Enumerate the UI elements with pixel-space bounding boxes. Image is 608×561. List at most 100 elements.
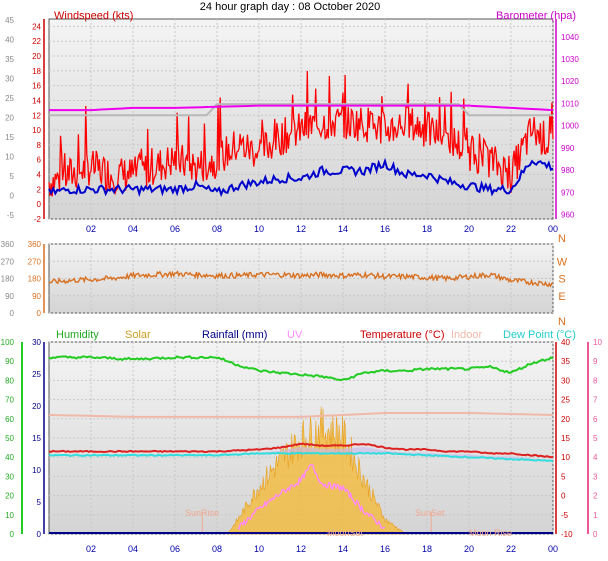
legend-temperature: Temperature (°C) (360, 329, 444, 341)
chart-title: 24 hour graph day : 08 October 2020 (200, 1, 380, 13)
wind-tick-label: 16 (32, 82, 41, 91)
uv-tick-label: 8 (593, 376, 598, 385)
wind-tick-label: 24 (32, 22, 41, 31)
barometer-tick-label: 1040 (561, 33, 579, 42)
outer-tick-label: -5 (7, 211, 15, 220)
rain-tick-label: 15 (32, 434, 41, 443)
barometer-tick-label: 1000 (561, 122, 579, 131)
series-windspeed (48, 70, 554, 197)
wind-tick-label: 4 (37, 171, 42, 180)
compass-label: W (557, 256, 568, 268)
outer-tick-label: 40 (5, 36, 14, 45)
temperature-tick-label: -10 (561, 530, 573, 539)
moonset-label: MoonSet (327, 528, 364, 538)
x-tick-label: 14 (338, 224, 348, 234)
sunset-label: SunSet (415, 508, 445, 518)
outer-tick-label: 30 (5, 75, 14, 84)
rain-tick-label: 25 (32, 370, 41, 379)
x-tick-label: 10 (254, 544, 264, 554)
compass-label: N (558, 233, 566, 245)
series-temp-band (49, 446, 553, 462)
temperature-tick-label: -5 (561, 511, 569, 520)
rain-tick-label: 30 (32, 338, 41, 347)
series-uv (237, 463, 386, 530)
temperature-tick-label: 0 (561, 492, 566, 501)
series-temperature (48, 442, 554, 459)
x-tick-label: 22 (506, 544, 516, 554)
x-tick-label: 12 (296, 544, 306, 554)
x-tick-label: 14 (338, 544, 348, 554)
compass-label: E (558, 291, 565, 303)
barometer-tick-label: 960 (561, 211, 575, 220)
x-tick-label: 12 (296, 224, 306, 234)
humidity-tick-label: 50 (5, 434, 14, 443)
wind-tick-label: 10 (32, 126, 41, 135)
uv-tick-label: 3 (593, 472, 598, 481)
wind-tick-label: 12 (32, 111, 41, 120)
outer-tick-label: 45 (5, 16, 14, 25)
wind-tick-label: 18 (32, 67, 41, 76)
series-wind-direction (48, 270, 554, 288)
x-tick-label: 18 (422, 224, 432, 234)
humidity-tick-label: 20 (5, 492, 14, 501)
compass-label: S (558, 274, 565, 286)
wind-tick-label: 20 (32, 52, 41, 61)
wind-tick-label: 6 (37, 156, 42, 165)
humidity-tick-label: 80 (5, 376, 14, 385)
x-tick-label: 16 (380, 544, 390, 554)
barometer-tick-label: 980 (561, 166, 575, 175)
legend-solar: Solar (125, 329, 151, 341)
series-dewpoint (48, 451, 554, 463)
uv-tick-label: 0 (593, 530, 598, 539)
x-tick-label: 16 (380, 224, 390, 234)
legend-uv: UV (287, 329, 303, 341)
uv-tick-label: 5 (593, 434, 598, 443)
legend-rainfall: Rainfall (mm) (202, 329, 267, 341)
barometer-tick-label: 1020 (561, 77, 579, 86)
temperature-tick-label: 35 (561, 357, 570, 366)
humidity-tick-label: 0 (10, 530, 15, 539)
barometer-tick-label: 1010 (561, 99, 579, 108)
rain-tick-label: 20 (32, 402, 41, 411)
humidity-tick-label: 60 (5, 415, 14, 424)
series-indoor (48, 412, 554, 418)
temperature-tick-label: 30 (561, 376, 570, 385)
x-tick-label: 02 (86, 544, 96, 554)
direction-tick-label: 0 (37, 309, 42, 318)
uv-tick-label: 9 (593, 357, 598, 366)
temperature-tick-label: 5 (561, 472, 566, 481)
sunrise-label: SunRise (185, 508, 219, 518)
wind-tick-label: 0 (37, 200, 42, 209)
rain-tick-label: 5 (37, 498, 42, 507)
humidity-tick-label: 30 (5, 472, 14, 481)
barometer-tick-label: 990 (561, 144, 575, 153)
uv-tick-label: 1 (593, 511, 598, 520)
wind-tick-label: 14 (32, 96, 41, 105)
wind-tick-label: 22 (32, 37, 41, 46)
series-wind-trend (49, 103, 553, 117)
outer-tick-label: 90 (5, 292, 14, 301)
x-tick-label: 20 (464, 224, 474, 234)
outer-tick-label: 10 (5, 153, 14, 162)
outer-tick-label: 15 (5, 133, 14, 142)
moonrise-label: Moon Rise (469, 528, 512, 538)
x-tick-label: 22 (506, 224, 516, 234)
series-humidity (48, 355, 554, 382)
outer-tick-label: 270 (1, 257, 15, 266)
temperature-tick-label: 10 (561, 453, 570, 462)
outer-tick-label: 35 (5, 55, 14, 64)
outer-tick-label: 0 (10, 309, 15, 318)
direction-tick-label: 90 (32, 292, 41, 301)
humidity-tick-label: 90 (5, 357, 14, 366)
uv-tick-label: 4 (593, 453, 598, 462)
outer-tick-label: 0 (10, 192, 15, 201)
wind-tick-label: 2 (37, 185, 42, 194)
series-layer (48, 70, 554, 535)
wind-tick-label: -2 (34, 215, 42, 224)
humidity-tick-label: 40 (5, 453, 14, 462)
humidity-tick-label: 10 (5, 511, 14, 520)
wind-tick-label: 8 (37, 141, 42, 150)
x-tick-label: 04 (128, 544, 138, 554)
